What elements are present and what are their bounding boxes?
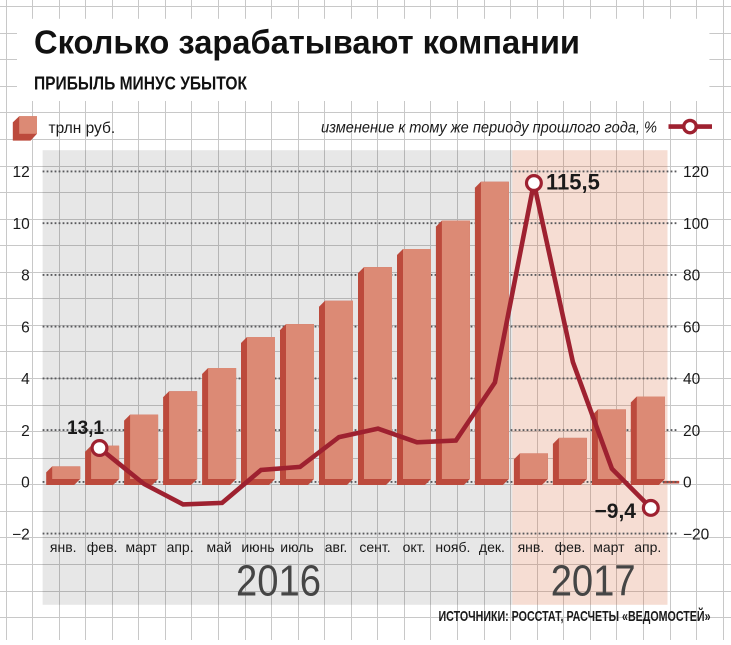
svg-text:фев.: фев. [87, 539, 118, 555]
svg-text:100: 100 [683, 216, 709, 233]
svg-text:янв.: янв. [518, 539, 545, 555]
svg-text:−9,4: −9,4 [595, 500, 637, 523]
svg-text:июль: июль [280, 539, 313, 555]
svg-text:60: 60 [683, 319, 701, 336]
svg-text:нояб.: нояб. [435, 539, 470, 555]
svg-text:май: май [206, 539, 231, 555]
svg-text:фев.: фев. [555, 539, 586, 555]
svg-text:ПРИБЫЛЬ МИНУС УБЫТОК: ПРИБЫЛЬ МИНУС УБЫТОК [34, 73, 248, 94]
svg-text:янв.: янв. [50, 539, 77, 555]
svg-text:ИСТОЧНИКИ: РОССТАТ, РАСЧЕТЫ «В: ИСТОЧНИКИ: РОССТАТ, РАСЧЕТЫ «ВЕДОМОСТЕЙ» [439, 607, 711, 625]
svg-text:4: 4 [21, 371, 30, 388]
svg-text:апр.: апр. [634, 539, 661, 555]
svg-text:март: март [125, 539, 157, 555]
svg-text:13,1: 13,1 [67, 418, 104, 439]
svg-text:40: 40 [683, 371, 701, 388]
svg-text:120: 120 [683, 164, 709, 181]
svg-text:−20: −20 [683, 526, 710, 543]
svg-text:март: март [593, 539, 625, 555]
svg-text:сент.: сент. [359, 539, 390, 555]
svg-text:−2: −2 [12, 526, 30, 543]
svg-text:115,5: 115,5 [546, 170, 600, 195]
svg-text:0: 0 [683, 475, 692, 492]
svg-text:авг.: авг. [325, 539, 348, 555]
svg-text:80: 80 [683, 268, 701, 285]
svg-text:10: 10 [13, 216, 31, 233]
svg-text:трлн руб.: трлн руб. [49, 120, 116, 137]
svg-text:2: 2 [21, 423, 30, 440]
svg-text:8: 8 [21, 268, 30, 285]
svg-text:июнь: июнь [241, 539, 274, 555]
svg-text:Сколько зарабатывают компании: Сколько зарабатывают компании [34, 24, 580, 61]
svg-text:окт.: окт. [403, 539, 426, 555]
svg-text:изменение к тому же периоду пр: изменение к тому же периоду прошлого год… [321, 120, 657, 137]
svg-text:0: 0 [21, 475, 30, 492]
svg-text:12: 12 [13, 164, 30, 181]
svg-text:апр.: апр. [167, 539, 194, 555]
svg-text:6: 6 [21, 319, 30, 336]
svg-text:20: 20 [683, 423, 701, 440]
svg-text:2016: 2016 [236, 557, 321, 606]
svg-text:2017: 2017 [551, 557, 636, 606]
svg-text:дек.: дек. [479, 539, 505, 555]
